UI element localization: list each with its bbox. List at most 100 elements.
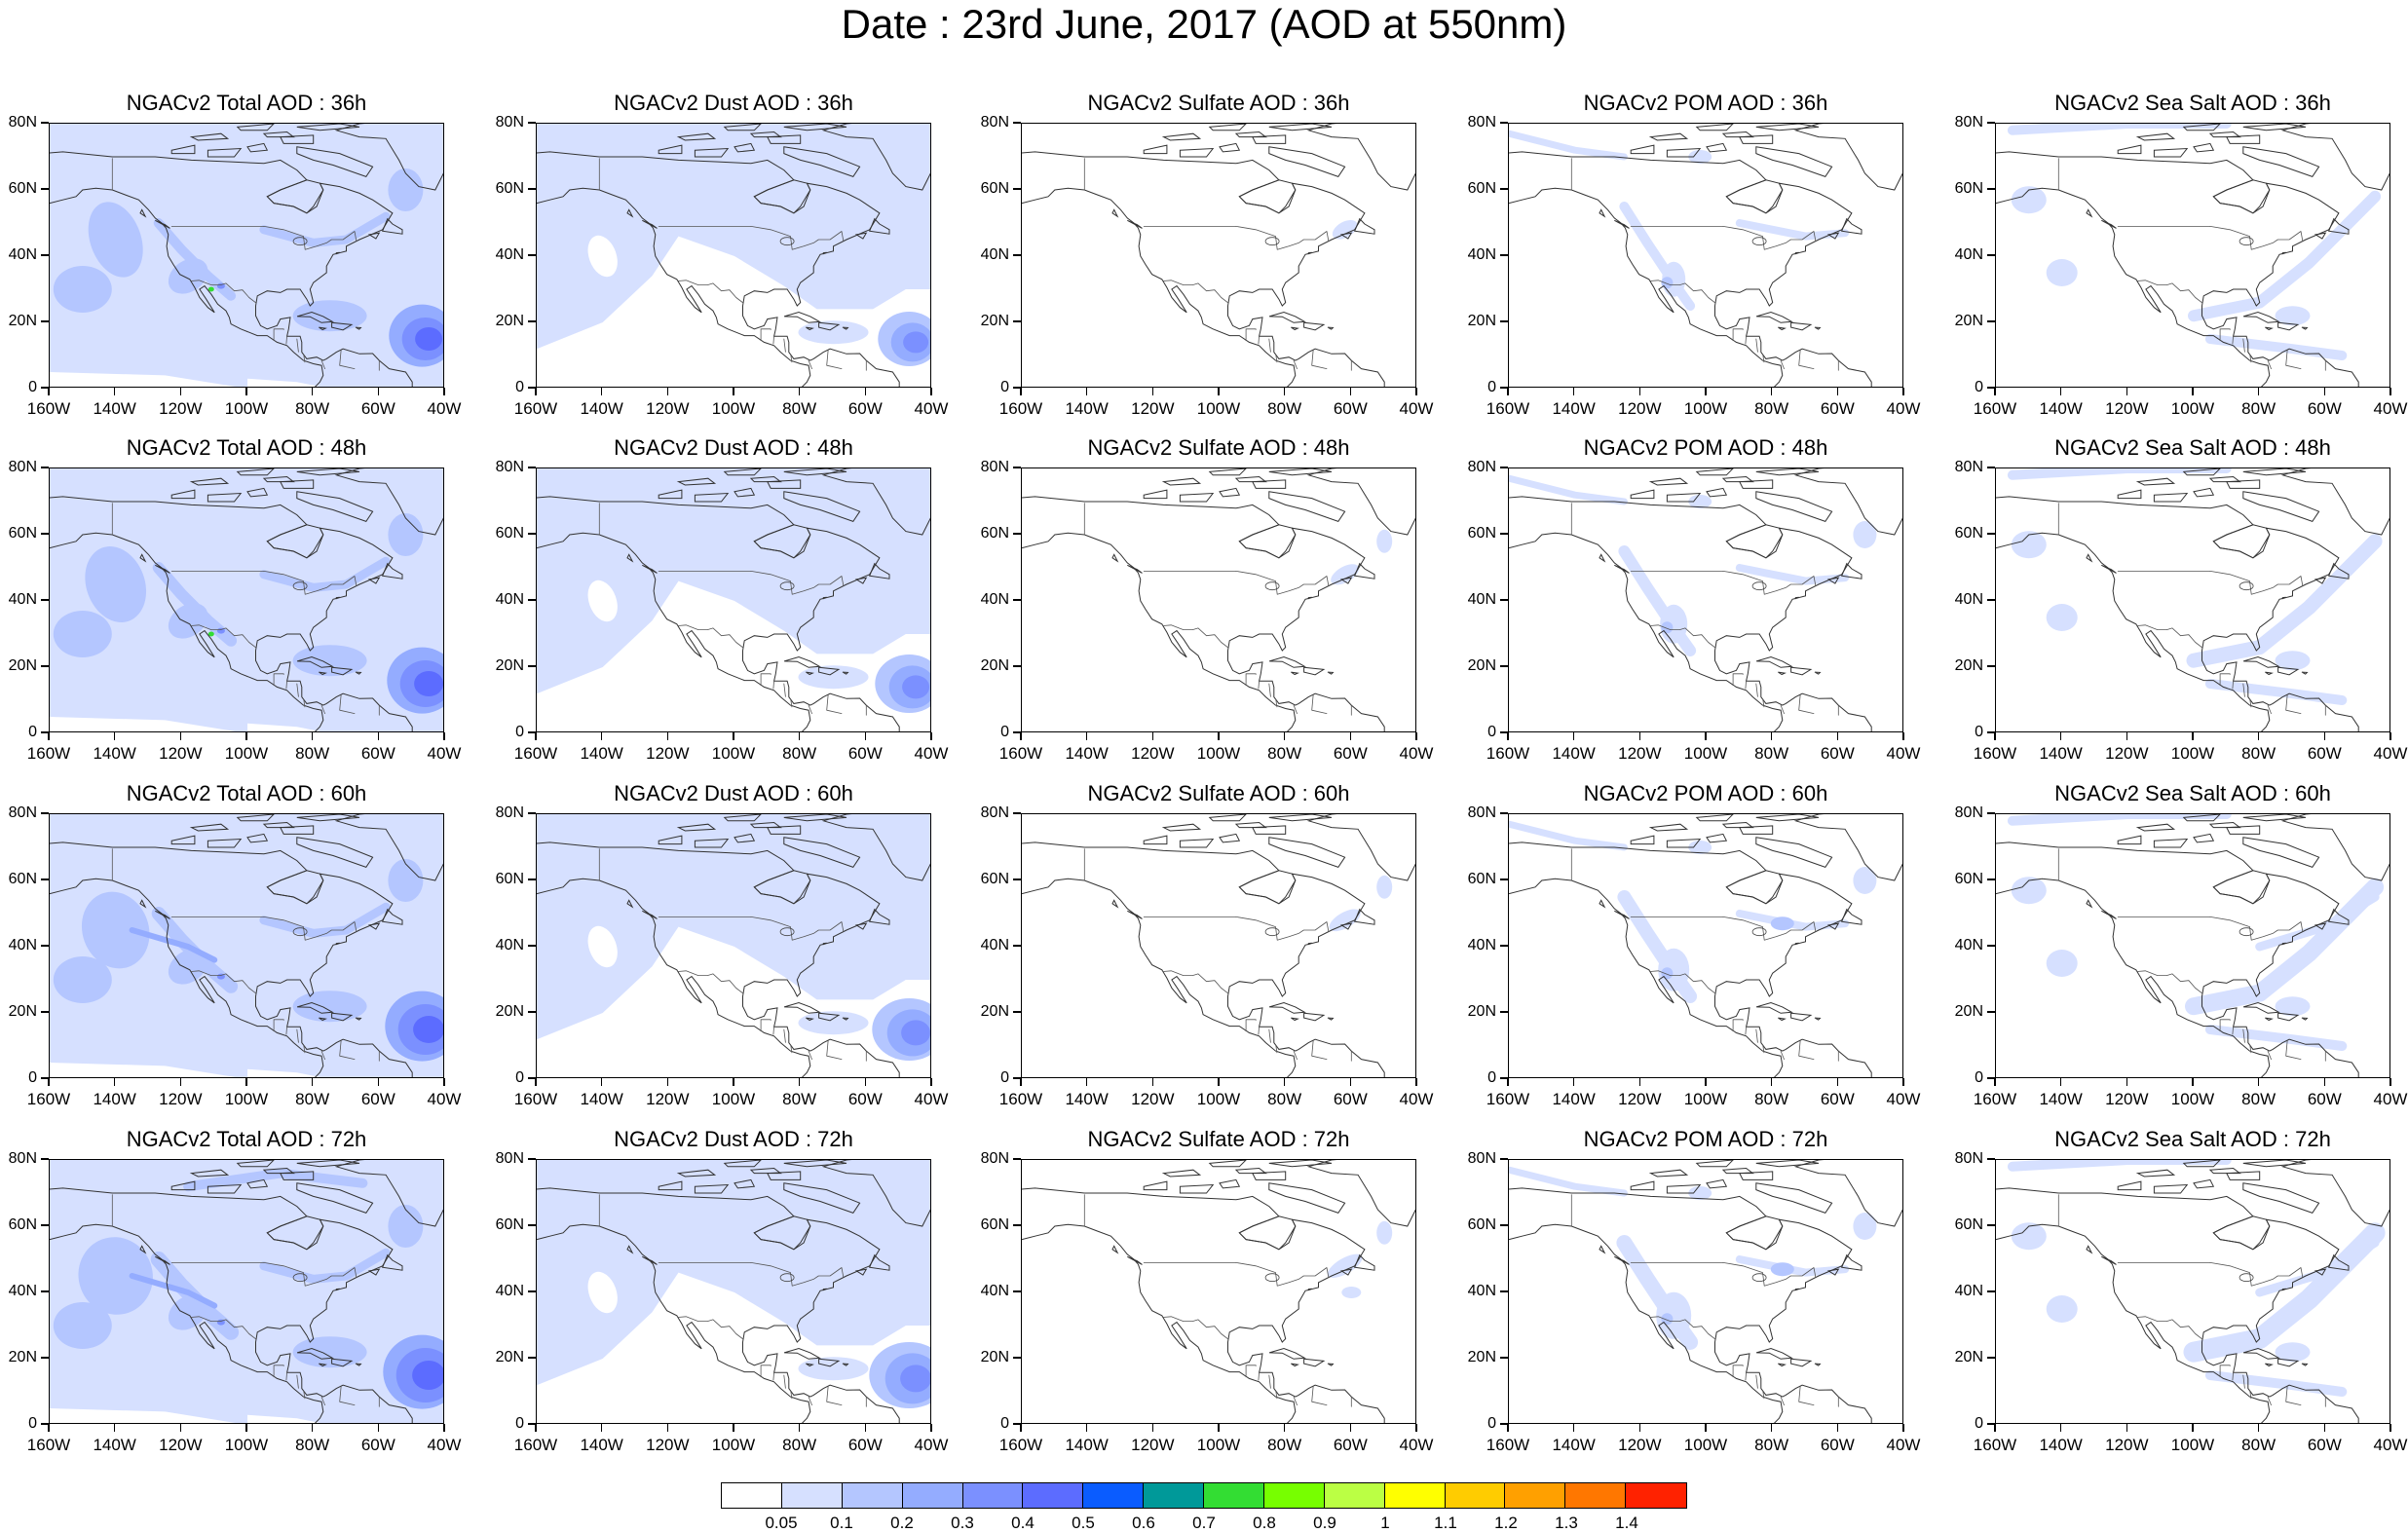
lat-tick	[1987, 467, 1995, 468]
lon-tick	[1507, 732, 1509, 740]
lon-tick	[311, 732, 314, 740]
lon-tick	[1349, 1424, 1352, 1432]
panel-title: NGACv2 Total AOD : 36h	[126, 91, 367, 115]
lat-tick	[528, 945, 536, 947]
lon-tick-label: 140W	[2039, 1090, 2083, 1108]
lat-tick	[41, 387, 49, 389]
lon-tick	[930, 1078, 932, 1086]
aod-map	[1509, 1160, 1902, 1423]
lat-tick	[41, 122, 49, 124]
lat-tick	[1013, 467, 1021, 468]
lat-tick-label: 20N	[980, 657, 1009, 674]
lon-tick-label: 160W	[998, 744, 1043, 763]
lon-tick-label: 160W	[26, 1436, 71, 1454]
lon-tick-label: 160W	[1973, 1090, 2017, 1108]
lon-tick-label: 80W	[1754, 744, 1789, 763]
lon-tick-label: 40W	[2373, 1436, 2408, 1454]
lat-tick-label: 80N	[1467, 459, 1496, 475]
lon-tick-label: 80W	[1267, 744, 1302, 763]
lat-tick-label: 20N	[980, 1349, 1009, 1365]
lon-tick-label: 100W	[711, 1436, 756, 1454]
lon-tick	[2323, 732, 2326, 740]
lat-tick	[1500, 533, 1508, 535]
lat-tick-label: 40N	[495, 1283, 524, 1299]
colorbar-swatch	[1324, 1483, 1385, 1508]
lon-tick-label: 140W	[93, 1090, 136, 1108]
lat-tick-label: 20N	[980, 1003, 1009, 1020]
lat-tick-label: 40N	[1467, 1283, 1496, 1299]
lat-tick	[528, 320, 536, 322]
lat-tick-label: 20N	[980, 313, 1009, 329]
lat-tick	[1987, 1290, 1995, 1292]
lon-tick	[2257, 1424, 2260, 1432]
lat-tick	[1500, 731, 1508, 733]
lat-tick	[1013, 665, 1021, 667]
lon-tick	[1415, 732, 1417, 740]
lon-tick	[1705, 1424, 1707, 1432]
lat-tick-label: 40N	[1954, 246, 1983, 263]
lat-tick-label: 80N	[1954, 804, 1983, 821]
panel-title: NGACv2 Sea Salt AOD : 48h	[2054, 435, 2331, 460]
lon-tick-label: 80W	[1754, 399, 1789, 418]
map-panel-pom-48h	[1508, 467, 1903, 732]
lon-tick-label: 160W	[998, 1436, 1043, 1454]
lat-tick-label: 60N	[1467, 525, 1496, 542]
lon-tick-label: 120W	[646, 744, 690, 763]
lat-tick	[528, 1158, 536, 1160]
lon-tick-label: 160W	[513, 399, 558, 418]
lat-tick-label: 80N	[1954, 1150, 1983, 1167]
lon-tick	[179, 732, 182, 740]
lon-tick-label: 40W	[427, 1436, 462, 1454]
lon-tick	[179, 1078, 182, 1086]
map-panel-pom-36h	[1508, 123, 1903, 388]
aod-map	[537, 814, 930, 1077]
lon-tick	[1218, 1424, 1220, 1432]
lon-tick-label: 40W	[914, 744, 949, 763]
lon-tick-label: 40W	[914, 1090, 949, 1108]
lon-tick	[311, 1078, 314, 1086]
lon-tick	[1705, 388, 1707, 395]
lat-tick-label: 0	[515, 724, 524, 740]
lon-tick-label: 40W	[2373, 1090, 2408, 1108]
colorbar-label: 0.1	[830, 1514, 853, 1532]
lon-tick	[1836, 1078, 1839, 1086]
lon-tick	[179, 388, 182, 395]
lon-tick	[666, 732, 669, 740]
lat-tick	[1013, 812, 1021, 814]
colorbar-label: 0.7	[1192, 1514, 1216, 1532]
lon-tick-label: 60W	[2307, 1090, 2342, 1108]
lat-tick	[1500, 122, 1508, 124]
lat-tick-label: 60N	[980, 525, 1009, 542]
lon-tick	[1283, 1424, 1286, 1432]
lat-tick-label: 60N	[980, 180, 1009, 197]
lon-tick-label: 160W	[1486, 1090, 1530, 1108]
lon-tick	[2059, 1078, 2062, 1086]
colorbar-swatch	[1204, 1483, 1264, 1508]
colorbar-swatch	[1263, 1483, 1325, 1508]
lat-tick-label: 80N	[980, 459, 1009, 475]
lon-tick-label: 40W	[1886, 1436, 1921, 1454]
lat-tick-label: 80N	[8, 804, 37, 821]
lon-tick	[377, 732, 380, 740]
lat-tick	[528, 731, 536, 733]
lon-tick	[2257, 732, 2260, 740]
lat-tick-label: 0	[515, 379, 524, 395]
lon-tick	[864, 388, 867, 395]
lon-tick	[733, 388, 734, 395]
lon-tick	[1415, 1078, 1417, 1086]
aod-map	[1022, 468, 1415, 731]
map-panel-dust-60h	[536, 813, 931, 1078]
lat-tick	[41, 812, 49, 814]
lon-tick-label: 80W	[1754, 1090, 1789, 1108]
aod-map	[50, 814, 443, 1077]
lon-tick	[1415, 388, 1417, 395]
map-panel-sulfate-72h	[1021, 1159, 1416, 1424]
aod-map	[1996, 814, 2389, 1077]
lat-tick-label: 60N	[495, 1216, 524, 1233]
lon-tick-label: 120W	[2105, 744, 2149, 763]
aod-map	[1996, 124, 2389, 387]
lon-tick-label: 140W	[1552, 399, 1596, 418]
lat-tick	[41, 1224, 49, 1226]
lon-tick-label: 160W	[1486, 399, 1530, 418]
lon-tick	[535, 388, 537, 395]
